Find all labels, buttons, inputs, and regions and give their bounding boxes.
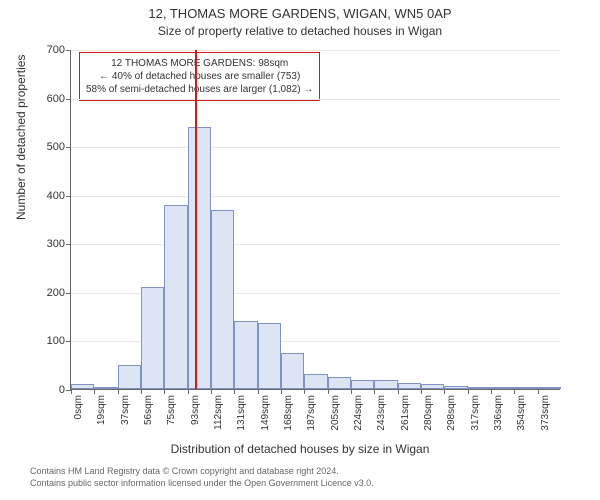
histogram-bar [118, 365, 141, 389]
y-tick-label: 300 [47, 238, 71, 250]
x-tick-label: 317sqm [468, 395, 481, 431]
grid-line [71, 244, 560, 245]
histogram-bar [141, 287, 164, 389]
x-tick-label: 56sqm [141, 395, 154, 425]
x-tick-label: 75sqm [164, 395, 177, 425]
x-tick-label: 112sqm [211, 395, 224, 430]
histogram-bar [351, 380, 374, 389]
x-tick-label: 336sqm [491, 395, 504, 431]
histogram-bar [234, 321, 257, 389]
x-tick-label: 168sqm [281, 395, 294, 431]
y-tick-label: 500 [47, 141, 71, 153]
y-tick-label: 100 [47, 335, 71, 347]
x-tick-mark [258, 389, 259, 394]
histogram-bar [211, 210, 234, 389]
x-tick-mark [444, 389, 445, 394]
property-info-box: 12 THOMAS MORE GARDENS: 98sqm ← 40% of d… [79, 52, 320, 101]
x-tick-mark [211, 389, 212, 394]
chart-title: 12, THOMAS MORE GARDENS, WIGAN, WN5 0AP [0, 6, 600, 21]
histogram-bar [514, 387, 537, 389]
x-tick-label: 261sqm [398, 395, 411, 431]
x-tick-mark [304, 389, 305, 394]
grid-line [71, 196, 560, 197]
histogram-bar [468, 387, 491, 389]
histogram-bar [164, 205, 187, 389]
x-tick-label: 243sqm [374, 395, 387, 431]
y-axis-label: Number of detached properties [14, 55, 28, 220]
x-tick-mark [538, 389, 539, 394]
x-tick-label: 0sqm [71, 395, 84, 419]
x-tick-label: 149sqm [258, 395, 271, 431]
y-tick-label: 200 [47, 287, 71, 299]
x-tick-mark [351, 389, 352, 394]
histogram-bar [71, 384, 94, 389]
y-tick-label: 0 [59, 384, 71, 396]
x-tick-label: 187sqm [304, 395, 317, 431]
x-tick-mark [234, 389, 235, 394]
histogram-bar [538, 387, 561, 389]
chart-container: 12, THOMAS MORE GARDENS, WIGAN, WN5 0AP … [0, 0, 600, 500]
histogram-bar [258, 323, 281, 389]
credits-line-1: Contains HM Land Registry data © Crown c… [30, 466, 374, 478]
chart-subtitle: Size of property relative to detached ho… [0, 24, 600, 38]
info-line-1: 12 THOMAS MORE GARDENS: 98sqm [86, 57, 313, 70]
x-tick-mark [164, 389, 165, 394]
histogram-bar [421, 384, 444, 389]
histogram-bar [304, 374, 327, 389]
credits: Contains HM Land Registry data © Crown c… [30, 466, 374, 489]
info-line-3: 58% of semi-detached houses are larger (… [86, 83, 313, 96]
x-tick-label: 354sqm [514, 395, 527, 431]
y-tick-label: 400 [47, 190, 71, 202]
x-tick-mark [118, 389, 119, 394]
info-line-2: ← 40% of detached houses are smaller (75… [86, 70, 313, 83]
histogram-bar [491, 387, 514, 389]
histogram-bar [188, 127, 211, 389]
x-tick-mark [141, 389, 142, 394]
histogram-bar [444, 386, 467, 389]
histogram-bar [374, 380, 397, 389]
x-tick-label: 93sqm [188, 395, 201, 425]
x-tick-label: 298sqm [444, 395, 457, 431]
x-tick-mark [421, 389, 422, 394]
x-tick-mark [328, 389, 329, 394]
x-tick-label: 131sqm [234, 395, 247, 431]
x-tick-label: 373sqm [538, 395, 551, 431]
histogram-bar [398, 383, 421, 389]
property-marker-line [195, 50, 197, 389]
y-tick-label: 700 [47, 44, 71, 56]
x-tick-mark [514, 389, 515, 394]
x-tick-label: 280sqm [421, 395, 434, 431]
x-tick-mark [94, 389, 95, 394]
y-tick-label: 600 [47, 93, 71, 105]
credits-line-2: Contains public sector information licen… [30, 478, 374, 490]
x-tick-mark [71, 389, 72, 394]
grid-line [71, 99, 560, 100]
x-tick-label: 37sqm [118, 395, 131, 425]
grid-line [71, 50, 560, 51]
x-tick-mark [491, 389, 492, 394]
histogram-bar [328, 377, 351, 389]
x-tick-label: 224sqm [351, 395, 364, 431]
x-tick-mark [468, 389, 469, 394]
grid-line [71, 147, 560, 148]
x-tick-mark [398, 389, 399, 394]
histogram-bar [94, 387, 117, 389]
plot-area: 12 THOMAS MORE GARDENS: 98sqm ← 40% of d… [70, 50, 560, 390]
x-tick-label: 205sqm [328, 395, 341, 431]
x-axis-label: Distribution of detached houses by size … [0, 442, 600, 456]
x-tick-label: 19sqm [94, 395, 107, 425]
x-tick-mark [374, 389, 375, 394]
x-tick-mark [188, 389, 189, 394]
x-tick-mark [281, 389, 282, 394]
histogram-bar [281, 353, 304, 389]
